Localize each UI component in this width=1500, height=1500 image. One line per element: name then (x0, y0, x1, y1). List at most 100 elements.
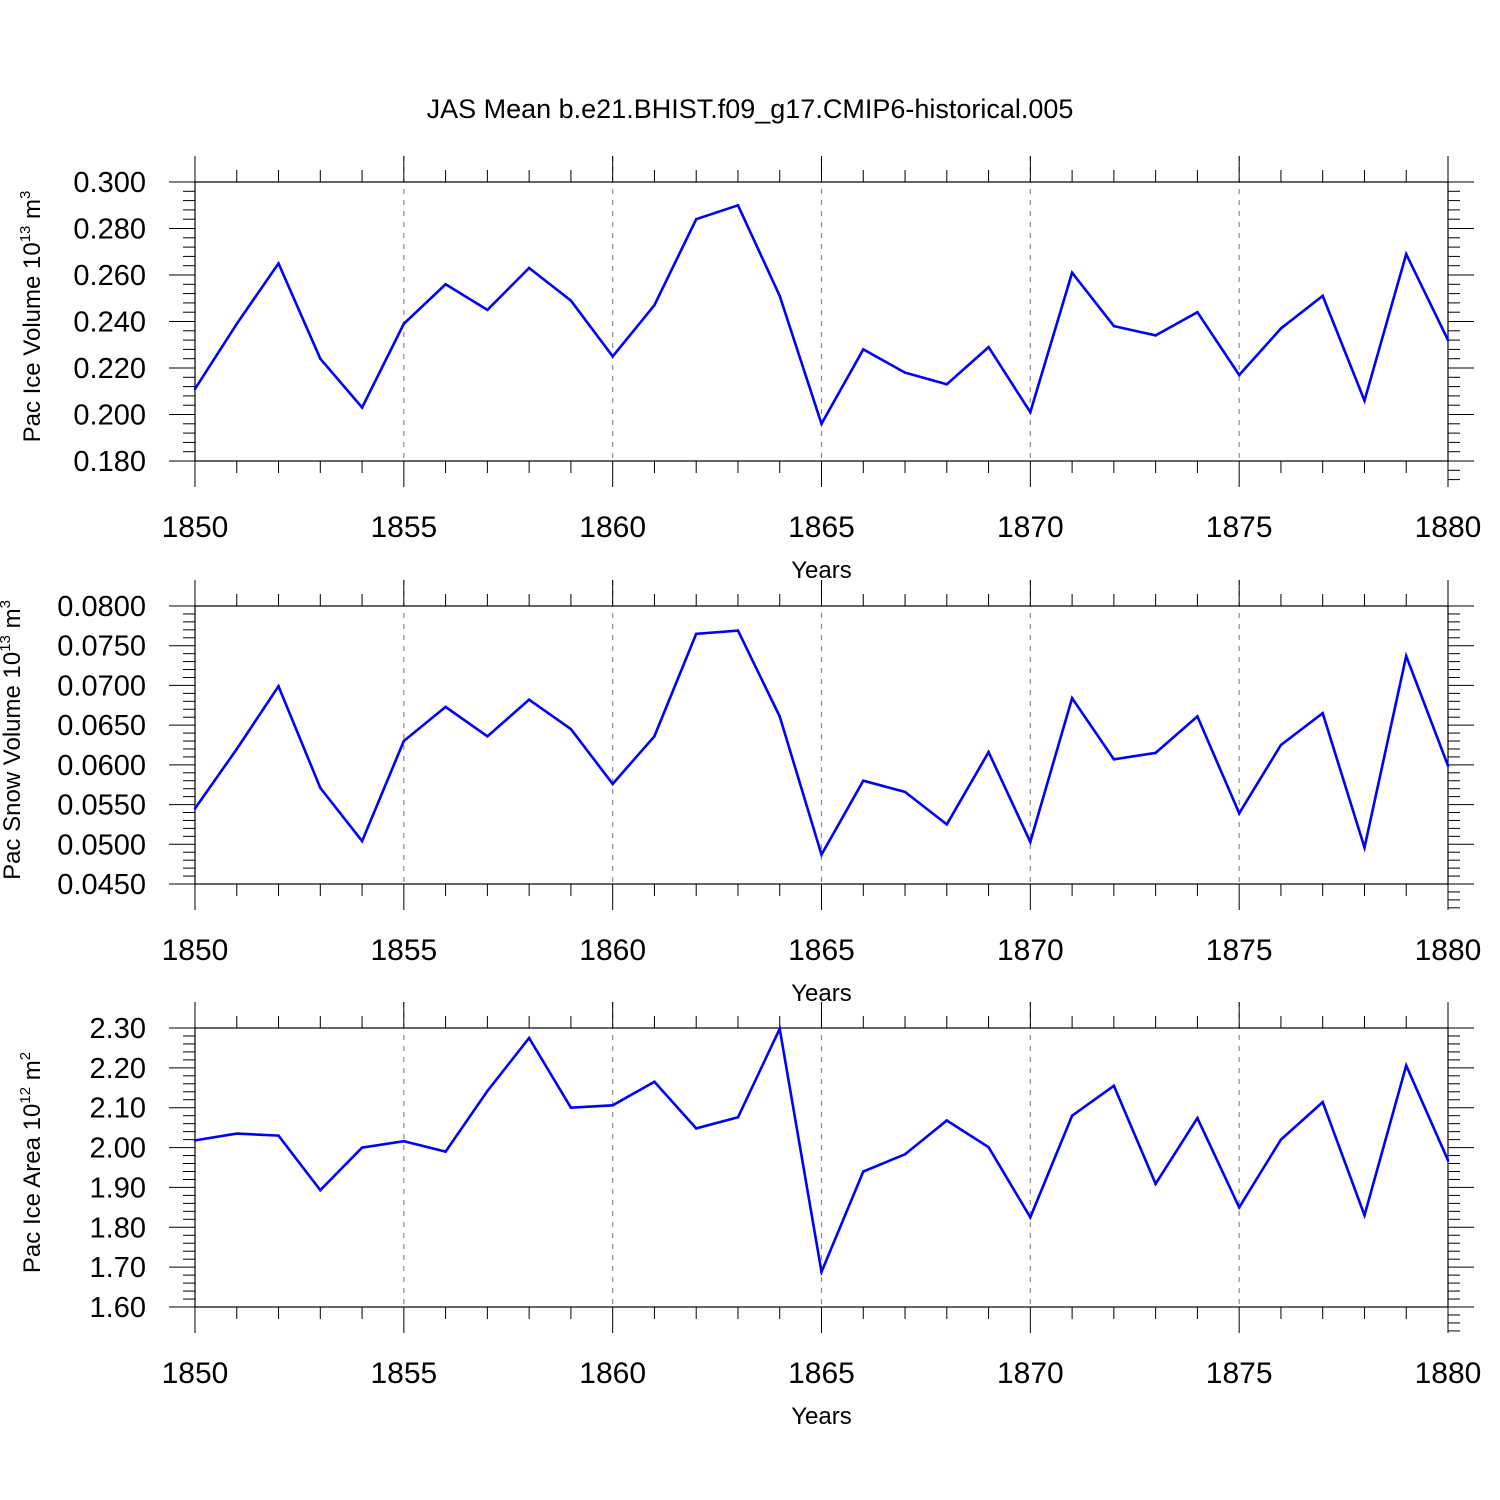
data-point (527, 266, 531, 270)
x-tick-label: 1860 (579, 934, 646, 967)
x-tick-label: 1850 (162, 934, 229, 967)
data-point (820, 422, 823, 426)
y-tick-label: 0.180 (73, 446, 146, 478)
data-point (945, 382, 949, 386)
data-point (193, 387, 197, 391)
x-tick-label: 1860 (579, 511, 646, 544)
x-tick-label: 1865 (788, 934, 855, 967)
y-tick-label: 1.60 (90, 1292, 146, 1324)
data-point (1112, 324, 1116, 328)
data-point (527, 1036, 531, 1040)
data-point (653, 303, 656, 307)
data-point (903, 790, 907, 794)
panel-3: 1850 1855 1860 1865 1870 1875 1880 Years 2.30 2.2… (17, 1002, 1481, 1430)
data-point (1363, 1214, 1366, 1217)
x-tick-label: 1860 (579, 1357, 646, 1390)
data-point (360, 1146, 364, 1149)
x-tick-label: 1865 (788, 1357, 855, 1390)
data-point (1237, 1206, 1241, 1209)
data-point (945, 823, 949, 826)
x-tick-label: 1880 (1415, 934, 1482, 967)
data-point (1321, 1100, 1324, 1104)
data-point (193, 807, 197, 810)
y-tick-label: 0.0450 (57, 869, 146, 901)
chart-title: JAS Mean b.e21.BHIST.f09_g17.CMIP6-histo… (427, 94, 1074, 124)
data-point (861, 348, 865, 351)
x-tick-label: 1855 (370, 1357, 437, 1390)
data-point (1279, 1138, 1283, 1141)
data-point (1070, 271, 1074, 274)
y-tick-label: 0.0500 (57, 829, 146, 861)
x-tick-label: 1870 (997, 511, 1064, 544)
data-point (820, 1270, 823, 1274)
data-point (569, 299, 573, 302)
data-point (402, 739, 406, 743)
data-point (1446, 338, 1450, 342)
data-point (1321, 294, 1324, 298)
y-tick-label: 2.20 (90, 1053, 146, 1085)
data-point (1196, 310, 1199, 314)
data-point (193, 1139, 197, 1142)
y-tick-label: 1.70 (90, 1252, 146, 1284)
data-point (987, 345, 990, 349)
panel-2: 1850 1855 1860 1865 1870 1875 1880Years0.08000… (0, 580, 1481, 1007)
y-axis-title: Pac Snow Volume 1013 m3 (0, 600, 26, 880)
data-point (402, 1139, 406, 1143)
data-point (360, 406, 364, 409)
x-tick-label: 1855 (370, 934, 437, 967)
data-point (1029, 840, 1032, 844)
data-point (1237, 812, 1241, 815)
data-point (235, 1132, 239, 1135)
data-point (1154, 751, 1157, 755)
data-point (1404, 252, 1408, 256)
data-point (319, 1188, 322, 1192)
data-point (1070, 1114, 1074, 1117)
x-tick-label: 1870 (997, 934, 1064, 967)
data-point (778, 294, 782, 298)
y-tick-label: 2.30 (90, 1013, 146, 1045)
data-point (778, 715, 782, 718)
data-point (611, 782, 614, 786)
y-tick-label: 0.0550 (57, 790, 146, 822)
y-axis-title: Pac Ice Area 1012 m2 (17, 1052, 46, 1273)
data-point (319, 357, 322, 361)
data-point (1029, 410, 1032, 414)
x-tick-label: 1875 (1206, 1357, 1273, 1390)
data-point (861, 779, 865, 783)
x-tick-label: 1870 (997, 1357, 1064, 1390)
x-axis-title: Years (791, 557, 852, 584)
data-point (1279, 327, 1283, 330)
data-point (987, 1145, 990, 1149)
data-point (444, 283, 447, 286)
data-point (1446, 764, 1450, 767)
data-point (235, 322, 239, 326)
data-point (653, 1080, 656, 1084)
data-point (694, 632, 698, 636)
data-point (1446, 1159, 1450, 1162)
y-tick-label: 0.0750 (57, 631, 146, 663)
data-point (820, 853, 823, 856)
data-point (277, 262, 280, 265)
data-point (277, 684, 280, 688)
data-point (1363, 846, 1366, 849)
data-point (486, 1089, 489, 1093)
data-point (1154, 1182, 1157, 1186)
data-point (1363, 399, 1366, 402)
data-point (1196, 715, 1199, 718)
data-point (1029, 1216, 1032, 1219)
y-tick-label: 0.200 (73, 400, 146, 432)
data-point (360, 839, 364, 843)
data-point (736, 629, 740, 632)
x-axis-title: Years (791, 1403, 852, 1430)
data-point (1070, 696, 1074, 700)
y-tick-label: 2.00 (90, 1133, 146, 1165)
data-point (1237, 373, 1241, 377)
data-point (778, 1027, 782, 1031)
y-tick-label: 0.0700 (57, 670, 146, 702)
y-axis-title: Pac Ice Volume 1013 m3 (17, 191, 46, 443)
data-point (611, 1104, 614, 1107)
data-point (861, 1170, 865, 1173)
x-tick-label: 1855 (370, 511, 437, 544)
data-point (736, 1115, 740, 1119)
